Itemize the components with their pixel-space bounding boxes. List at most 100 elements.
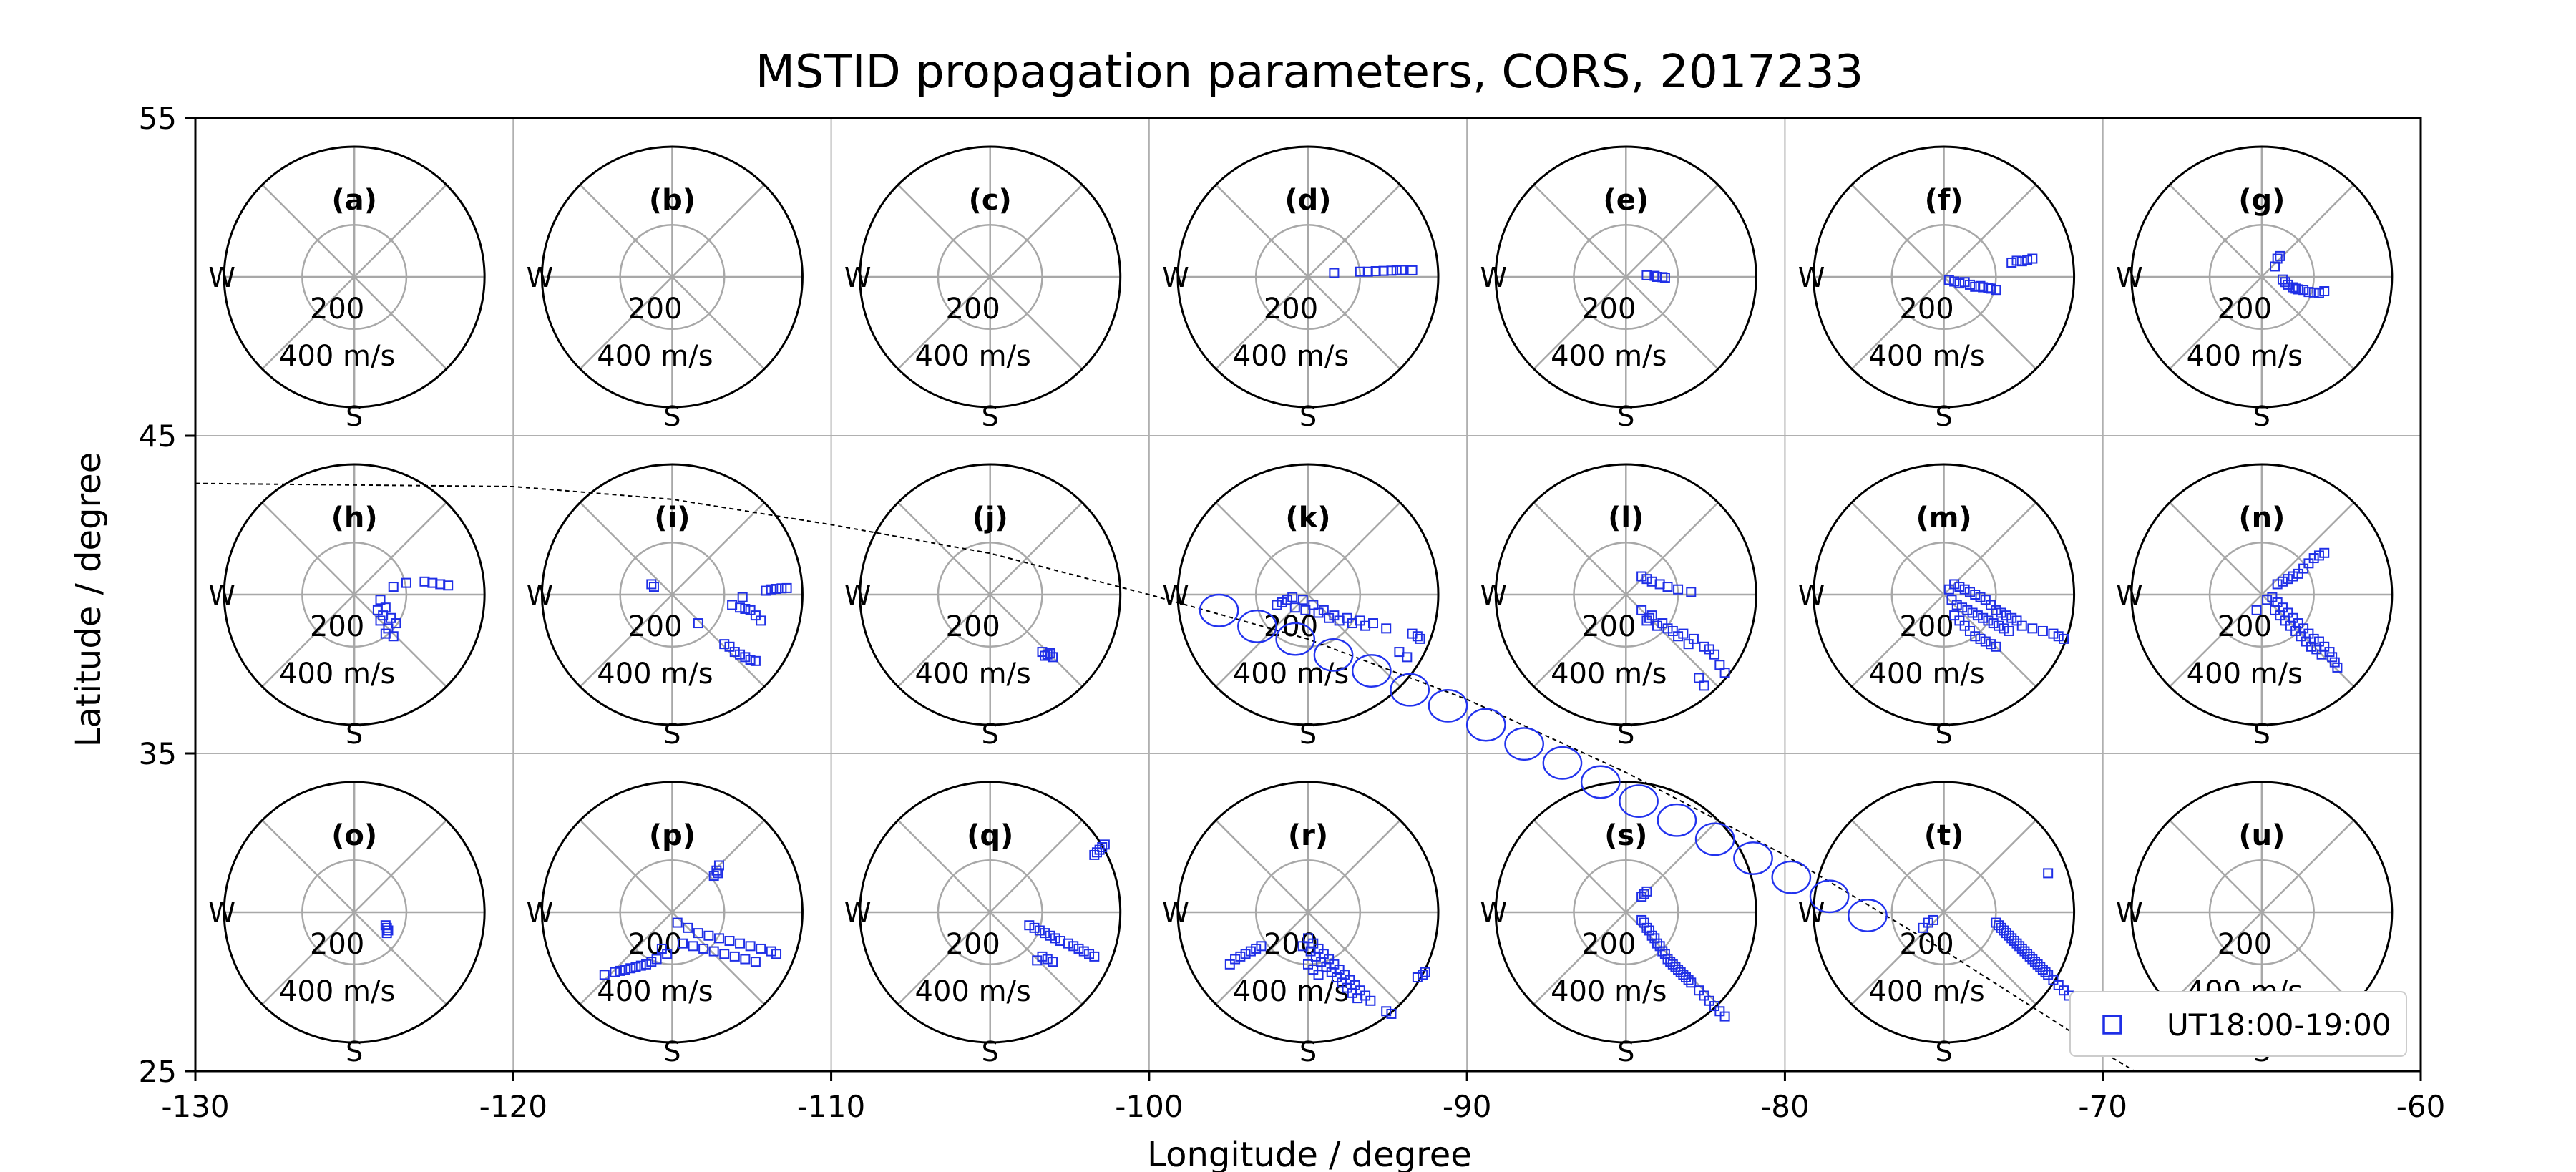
data-point	[1964, 587, 1975, 597]
polar-ring-label: 200	[1899, 293, 1953, 326]
polar-subplot: (m) W S 200 400 m/s	[1798, 463, 2076, 750]
data-point	[781, 582, 792, 593]
polar-inner-ring	[937, 223, 1043, 331]
data-point	[1991, 605, 2001, 615]
data-point	[776, 583, 787, 594]
data-point	[1289, 602, 1300, 613]
data-point	[771, 949, 782, 959]
data-point	[2272, 253, 2283, 264]
polar-south-label: S	[2253, 401, 2270, 432]
polar-outer-label: 400 m/s	[1233, 658, 1349, 690]
data-point	[1402, 652, 1413, 663]
data-point	[1999, 623, 2009, 634]
data-point	[1699, 641, 1709, 652]
data-point	[2251, 605, 2262, 615]
x-tick-label: -60	[2396, 1089, 2446, 1124]
polar-outer-label: 400 m/s	[279, 658, 395, 690]
data-point	[1412, 631, 1423, 642]
subplot-label: (d)	[1284, 184, 1331, 217]
data-point	[383, 623, 394, 634]
x-axis-ticks: -130 -120 -110 -100 -90 -80 -70 -60	[161, 1071, 2445, 1124]
plot-area: (a) W S 200 400 m/s (b) W S 200 400 m/s (c) W S 200 40…	[194, 117, 2422, 1073]
data-point	[1991, 641, 2001, 652]
data-point	[693, 928, 703, 939]
data-point	[2016, 943, 2027, 954]
data-point	[1352, 993, 1363, 1004]
data-point	[1297, 595, 1308, 605]
polar-spoke	[2169, 819, 2355, 1005]
data-point	[2022, 949, 2033, 959]
data-point	[1667, 625, 1678, 636]
polar-inner-ring	[301, 541, 408, 648]
data-point	[1055, 936, 1065, 947]
data-point	[1709, 649, 1720, 660]
subplot-label: (b)	[649, 184, 696, 217]
data-point	[2027, 623, 2038, 634]
y-axis-ticks: 25 35 45 55	[139, 101, 195, 1089]
data-point	[1050, 933, 1060, 944]
data-point	[1657, 618, 1668, 629]
polar-west-label: W	[527, 897, 554, 929]
data-point	[1970, 631, 1981, 642]
data-point	[719, 949, 730, 959]
polar-inner-ring	[2208, 541, 2315, 648]
polar-subplot: (s) W S 200 400 m/s	[1480, 781, 1757, 1068]
data-point	[648, 582, 659, 592]
polar-west-label: W	[1480, 580, 1507, 611]
data-point	[713, 933, 724, 944]
data-point	[1334, 965, 1345, 975]
track-line-path	[195, 482, 2135, 1072]
data-point	[1245, 946, 1256, 957]
data-point	[2303, 628, 2314, 639]
data-point	[1978, 612, 1989, 623]
data-point	[1957, 602, 1968, 613]
data-point	[2275, 250, 2285, 261]
data-point	[1641, 574, 1652, 585]
data-point	[1063, 938, 1073, 949]
data-point	[1303, 959, 1313, 970]
data-point	[677, 938, 688, 949]
data-point	[698, 943, 709, 954]
data-point	[2048, 975, 2059, 985]
polar-outer-ring	[1494, 463, 1757, 726]
data-point	[1644, 612, 1655, 623]
data-point	[620, 965, 630, 975]
data-point	[1649, 270, 1660, 281]
data-point	[2311, 644, 2322, 655]
data-point	[2327, 652, 2338, 663]
data-point	[1045, 930, 1055, 941]
polar-west-label: W	[1798, 580, 1825, 611]
data-point	[1699, 990, 1709, 1001]
data-point	[1089, 849, 1100, 860]
polar-inner-ring	[1254, 859, 1362, 966]
data-point	[2277, 274, 2288, 285]
data-point	[1694, 673, 1704, 683]
data-point	[1652, 938, 1662, 949]
data-point	[630, 962, 641, 972]
data-point	[1673, 631, 1684, 642]
data-point	[2293, 568, 2303, 579]
data-point	[1999, 925, 2009, 936]
data-point	[2027, 954, 2038, 965]
polar-subplots: (a) W S 200 400 m/s (b) W S 200 400 m/s (c) W S 200 40…	[208, 145, 2394, 1068]
polar-spoke	[1850, 819, 2037, 1005]
data-point	[2270, 605, 2280, 615]
subplot-label: (a)	[331, 184, 377, 217]
data-point	[1681, 972, 1692, 982]
data-point	[2011, 255, 2022, 266]
polar-subplot: (l) W S 200 400 m/s	[1480, 463, 1757, 750]
polar-inner-ring	[1890, 859, 1997, 966]
data-point	[419, 576, 430, 587]
data-point	[380, 628, 391, 639]
data-point	[2316, 649, 2327, 660]
subplot-label: (f)	[1925, 184, 1963, 217]
data-point	[2303, 558, 2314, 569]
polar-inner-ring	[1573, 541, 1679, 648]
data-point	[651, 954, 662, 965]
data-point	[2048, 628, 2059, 639]
polar-outer-ring	[540, 781, 804, 1044]
data-point	[761, 585, 771, 596]
data-point	[2001, 928, 2011, 939]
data-point	[1646, 610, 1657, 621]
polar-outer-ring	[859, 781, 1122, 1044]
